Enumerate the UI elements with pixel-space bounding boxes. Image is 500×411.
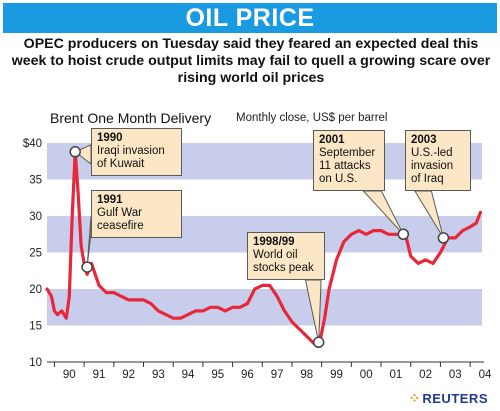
annotation-text: September 11 attacks on U.S. [319, 147, 376, 185]
annotation-year: 1990 [97, 132, 123, 144]
x-tick-label: 93 [152, 369, 165, 381]
headline-subtitle: OPEC producers on Tuesday said they fear… [11, 36, 491, 86]
x-tick-label: 00 [360, 369, 373, 381]
x-tick-label: 97 [271, 369, 284, 381]
y-tick-label: 15 [29, 321, 42, 333]
annotation-2001: 2001 September 11 attacks on U.S. [313, 130, 385, 191]
x-tick-label: 95 [211, 369, 224, 381]
x-tick-label: 01 [389, 369, 402, 381]
annotation-text: Iraqi invasion of Kuwait [97, 145, 165, 170]
annotation-marker [397, 228, 410, 240]
annotation-text: World oil stocks peak [253, 249, 314, 274]
annotation-text: Gulf War ceasefire [97, 207, 144, 232]
annotation-pointer [414, 190, 444, 239]
source-logo: ⁘ REUTERS [409, 390, 488, 407]
x-tick-label: 90 [63, 369, 76, 381]
annotation-marker [312, 336, 325, 349]
chart-unit-label: Monthly close, US$ per barrel [236, 112, 388, 124]
title-banner: OIL PRICE [3, 3, 497, 33]
annotation-marker [437, 232, 450, 244]
x-tick-label: 92 [122, 369, 135, 381]
x-tick-label: 98 [300, 369, 313, 381]
x-tick-label: 02 [419, 369, 432, 381]
annotation-year: 2001 [319, 134, 345, 146]
reuters-dots-icon: ⁘ [408, 390, 421, 406]
band-0 [47, 289, 482, 326]
annotation-pointer [304, 279, 322, 343]
annotation-1991: 1991 Gulf War ceasefire [91, 190, 182, 238]
y-tick-label: 30 [29, 211, 42, 223]
y-tick-label: 25 [29, 248, 42, 260]
annotation-1998-99: 1998/99 World oil stocks peak [247, 232, 325, 280]
y-tick-label: 20 [29, 284, 42, 296]
annotation-marker [81, 261, 93, 273]
annotation-marker [69, 146, 81, 158]
annotation-pointer [362, 190, 404, 235]
y-tick-label: $40 [23, 138, 42, 150]
x-tick-label: 91 [93, 369, 106, 381]
chart-title: Brent One Month Delivery [50, 110, 212, 126]
annotation-text: U.S.-led invasion of Iraq [411, 147, 454, 185]
annotation-year: 2003 [411, 134, 437, 146]
page-title: OIL PRICE [185, 4, 315, 32]
y-tick-label: 35 [29, 175, 42, 187]
annotation-year: 1998/99 [253, 236, 295, 248]
x-tick-label: 03 [449, 369, 462, 381]
y-tick-label: 10 [29, 357, 42, 369]
x-tick-label: 94 [182, 369, 195, 381]
annotation-2003: 2003 U.S.-led invasion of Iraq [405, 130, 471, 191]
annotation-1990: 1990 Iraqi invasion of Kuwait [91, 128, 182, 176]
x-tick-label: 04 [479, 369, 492, 381]
annotation-year: 1991 [97, 194, 123, 206]
source-label: REUTERS [422, 391, 488, 406]
x-tick-label: 96 [241, 369, 254, 381]
x-tick-label: 99 [330, 369, 343, 381]
